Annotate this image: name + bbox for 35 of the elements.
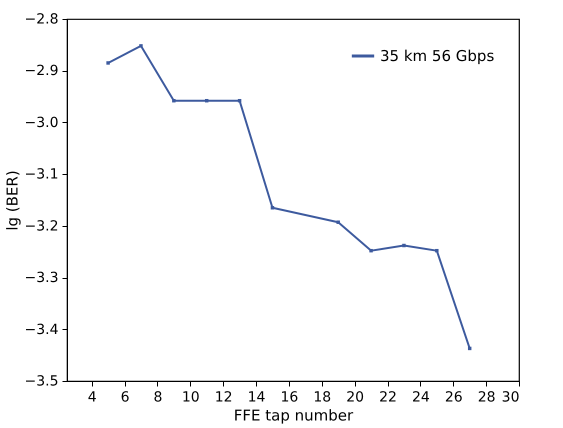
legend-label: 35 km 56 Gbps [380, 47, 494, 65]
point [139, 44, 143, 48]
y-tick-label: −3.2 [24, 218, 58, 234]
point [435, 248, 439, 252]
y-tick-label: −3.1 [24, 166, 58, 183]
point [468, 346, 472, 350]
x-tick-label: 28 [478, 390, 496, 406]
y-tick-label: −3.4 [24, 322, 59, 338]
x-tick-label: 4 [88, 390, 97, 406]
x-tick-label: 26 [444, 390, 463, 406]
point [336, 220, 340, 224]
y-tick-label: −3.0 [24, 114, 58, 131]
x-tick-label: 24 [412, 390, 430, 406]
point [204, 98, 208, 102]
point [238, 98, 242, 102]
x-tick-label: 14 [248, 390, 266, 406]
x-tick-label: 12 [214, 390, 233, 406]
x-axis-title: FFE tap number [234, 406, 354, 424]
y-tick-label: −2.8 [24, 12, 58, 28]
x-tick-label: 30 [502, 390, 520, 406]
x-tick-label: 16 [280, 390, 298, 406]
y-axis-title: lg (BER) [4, 170, 22, 231]
point [270, 206, 274, 210]
y-tick-label: −3.3 [24, 270, 58, 286]
x-tick-label: 6 [120, 390, 130, 406]
point [172, 98, 176, 102]
y-tick-label: −3.5 [24, 374, 58, 390]
x-tick-label: 20 [346, 390, 364, 406]
point [369, 248, 373, 252]
x-tick-label: 18 [313, 390, 332, 406]
point [106, 61, 110, 65]
x-tick-label: 10 [182, 390, 200, 406]
x-tick-label: 22 [379, 390, 397, 406]
x-tick-label: 8 [153, 390, 162, 406]
y-tick-label: −2.9 [24, 63, 58, 80]
